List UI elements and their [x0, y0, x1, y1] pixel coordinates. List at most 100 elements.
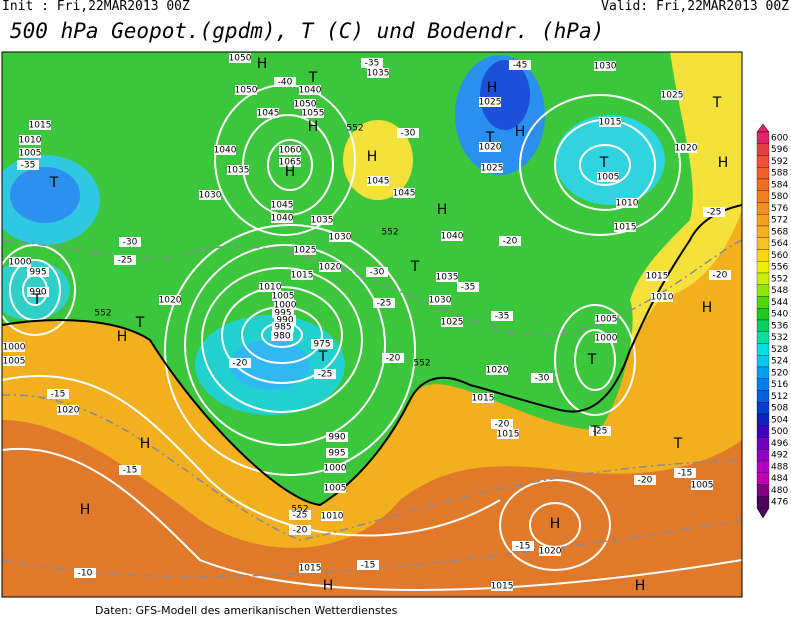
colorbar-label: 496 [771, 439, 788, 449]
pressure-label: 1050 [294, 100, 317, 110]
init-time: Init : Fri,22MAR2013 00Z [2, 0, 190, 14]
colorbar-label: 528 [771, 345, 788, 355]
pressure-label: 1030 [199, 191, 222, 201]
pressure-label: 1000 [3, 343, 26, 353]
pressure-label-box [651, 292, 673, 302]
pressure-center: T [587, 352, 597, 368]
cold-pool [555, 115, 665, 205]
temperature-label-box [709, 270, 731, 280]
colorbar-label: 556 [771, 263, 788, 273]
pressure-center: T [712, 95, 722, 111]
temperature-label: -10 [78, 569, 93, 579]
colorbar-label: 584 [771, 180, 788, 190]
colorbar-swatch [756, 484, 770, 497]
pressure-label: 1030 [329, 233, 352, 243]
temperature-label: -30 [535, 374, 550, 384]
pressure-label: 1045 [393, 189, 416, 199]
colorbar-label: 480 [771, 486, 788, 496]
contour-552 [2, 204, 742, 507]
pressure-label: 1030 [594, 62, 617, 72]
temperature-label-box [114, 255, 136, 265]
pressure-label: 1050 [235, 86, 258, 96]
colorbar-label: 588 [771, 169, 788, 179]
colorbar-label: 536 [771, 321, 788, 331]
map-area [2, 52, 742, 597]
pressure-label-box [302, 108, 324, 118]
temperature-label: -15 [51, 390, 66, 400]
pressure-label-box [326, 432, 348, 442]
pressure-label-box [311, 215, 333, 225]
temperature-label: -20 [386, 354, 401, 364]
pressure-label: 990 [276, 316, 293, 326]
pressure-label: 1025 [481, 164, 504, 174]
pressure-center: H [257, 56, 268, 72]
colorbar-swatch [756, 343, 770, 356]
pressure-label-box [472, 393, 494, 403]
pressure-label-box [19, 148, 41, 158]
pressure-center: H [367, 149, 378, 165]
pressure-label: 1025 [294, 246, 317, 256]
pressure-label: 1060 [279, 146, 302, 156]
temperature-label-box [289, 510, 311, 520]
pressure-label-box [271, 200, 293, 210]
colorbar-label: 560 [771, 251, 788, 261]
colorbar-label: 492 [771, 451, 788, 461]
colorbar: 6005965925885845805765725685645605565525… [756, 123, 788, 519]
pressure-label-box [539, 546, 561, 556]
temperature-label-box [289, 525, 311, 535]
colorbar-swatch [756, 190, 770, 203]
pressure-center: T [485, 130, 495, 146]
colorbar-swatch [756, 390, 770, 403]
pressure-label-box [595, 314, 617, 324]
temperature-label: -20 [713, 271, 728, 281]
pressure-label: 1015 [497, 430, 520, 440]
temperature-label: -35 [495, 312, 510, 322]
pressure-label: 1065 [279, 158, 302, 168]
pressure-label-box [271, 331, 293, 341]
temperature-label: -30 [370, 268, 385, 278]
temperature-label-box [457, 282, 479, 292]
pressure-center: H [80, 502, 91, 518]
pressure-label: 1005 [19, 149, 42, 159]
pressure-center: H [487, 80, 498, 96]
pressure-label: 1010 [651, 293, 674, 303]
pressure-label: 1020 [675, 144, 698, 154]
colorbar-swatch [756, 355, 770, 368]
temperature-label-box [314, 369, 336, 379]
pressure-label-box [486, 365, 508, 375]
temperature-label-box [703, 207, 725, 217]
pressure-label-box [272, 322, 294, 332]
colorbar-swatch [756, 249, 770, 262]
temperature-label: -25 [318, 370, 333, 380]
temperature-label: -20 [503, 237, 518, 247]
pressure-label-box [291, 270, 313, 280]
pressure-label-box [235, 85, 257, 95]
temperature-label-box [74, 568, 96, 578]
colorbar-swatch [756, 261, 770, 274]
pressure-label-box [279, 157, 301, 167]
colorbar-label: 512 [771, 392, 788, 402]
temperature-label-box [531, 373, 553, 383]
pressure-label: 1035 [367, 69, 390, 79]
pressure-label-box [597, 172, 619, 182]
pressure-label: 1000 [9, 258, 32, 268]
pressure-label-box [594, 61, 616, 71]
temperature-label: -15 [123, 466, 138, 476]
pressure-center: H [308, 119, 319, 135]
pressure-label-box [429, 295, 451, 305]
colorbar-swatch [756, 202, 770, 215]
colorbar-swatch [756, 402, 770, 415]
pressure-label-box [599, 117, 621, 127]
pressure-label: 995 [328, 449, 345, 459]
colorbar-label: 508 [771, 404, 788, 414]
pressure-label-box [497, 429, 519, 439]
pressure-center: H [437, 202, 448, 218]
pressure-center: T [49, 175, 59, 191]
valid-time: Valid: Fri,22MAR2013 00Z [601, 0, 789, 14]
pressure-center: T [318, 349, 328, 365]
colorbar-arrow-top [756, 123, 770, 133]
temperature-label: -20 [638, 476, 653, 486]
pressure-label: 1005 [3, 357, 26, 367]
pressure-center: H [323, 578, 334, 594]
